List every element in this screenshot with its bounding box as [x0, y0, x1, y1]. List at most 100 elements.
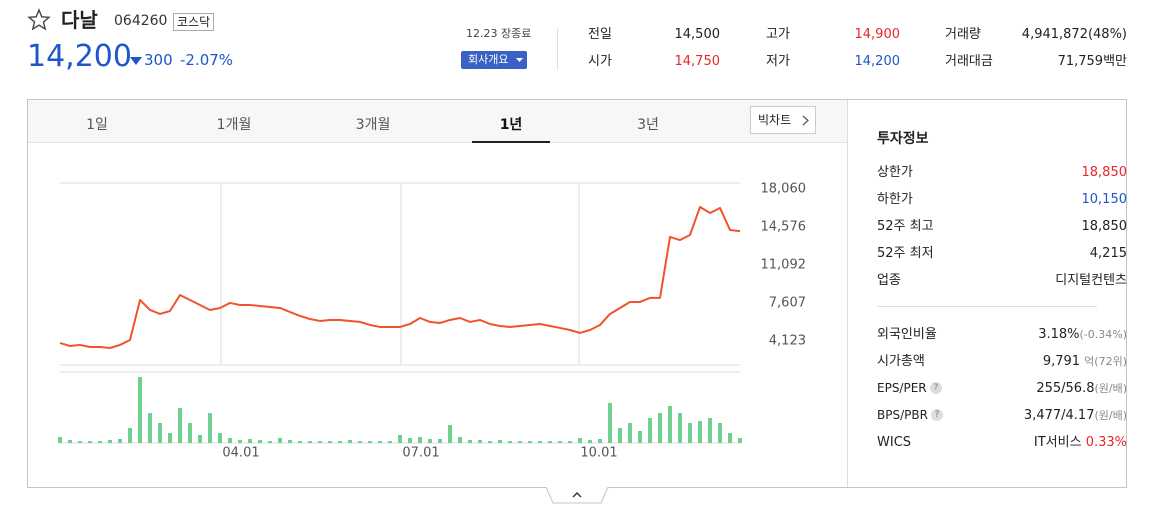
volume-bar — [388, 441, 392, 443]
invest-value: 9,791 — [1042, 354, 1081, 369]
tab[interactable]: 3년 — [637, 117, 659, 133]
volume-bar — [428, 439, 432, 443]
volume-bar — [688, 423, 692, 443]
invest-note: (원/배) — [1094, 382, 1127, 395]
quote-label: 시가 — [588, 54, 612, 69]
invest-label: BPS/PBR — [877, 408, 928, 422]
volume-bar — [228, 438, 232, 443]
collapse-button[interactable] — [545, 487, 609, 505]
quote-label: 거래량 — [945, 27, 981, 42]
volume-bar — [588, 440, 592, 443]
volume-bar — [658, 413, 662, 443]
volume-bar — [128, 428, 132, 443]
volume-bar — [358, 441, 362, 443]
y-tick-label: 11,092 — [761, 257, 807, 272]
volume-bar — [538, 441, 542, 443]
invest-label: 외국인비율 — [877, 327, 937, 342]
volume-bar — [638, 431, 642, 443]
invest-value-group: 3.18%(-0.34%) — [1038, 328, 1127, 341]
tab[interactable]: 1개월 — [216, 117, 252, 133]
invest-value-group: 3,477/4.17(원/배) — [1024, 409, 1127, 422]
price-line — [59, 205, 741, 349]
volume-bar — [68, 440, 72, 443]
invest-note: (-0.34%) — [1079, 328, 1128, 341]
tab[interactable]: 3개월 — [355, 117, 391, 133]
volume-bar — [708, 418, 712, 443]
volume-bar — [498, 440, 502, 443]
invest-label: EPS/PER — [877, 381, 927, 395]
invest-title: 투자정보 — [877, 131, 929, 147]
volume-bar — [668, 406, 672, 443]
y-tick-label: 7,607 — [769, 295, 806, 310]
volume-bar — [288, 440, 292, 443]
invest-value: 255/56.8 — [1036, 381, 1095, 396]
help-icon[interactable]: ? — [931, 409, 943, 421]
volume-bar — [118, 439, 122, 443]
favorite-star[interactable] — [27, 8, 51, 32]
volume-bar — [728, 433, 732, 443]
invest-value-group: 255/56.8(원/배) — [1036, 382, 1127, 395]
volume-bar — [208, 413, 212, 443]
volume-bar — [508, 441, 512, 443]
quote-value: 71,759백만 — [1057, 54, 1127, 69]
volume-bar — [548, 441, 552, 443]
volume-bar — [218, 433, 222, 443]
invest-note: 억(72위) — [1084, 355, 1127, 368]
big-chart-button[interactable]: 빅차트 — [750, 106, 816, 134]
invest-value: 18,850 — [1081, 165, 1128, 180]
volume-bar — [398, 435, 402, 443]
volume-bar — [678, 413, 682, 443]
quote-value: 14,900 — [854, 27, 901, 42]
volume-bar — [478, 440, 482, 443]
invest-note: 0.33% — [1085, 435, 1127, 450]
current-price: 14,200 — [27, 39, 132, 74]
volume-bar — [168, 433, 172, 443]
invest-value-group: 9,791 억(72위) — [1043, 355, 1127, 368]
invest-label: WICS — [877, 435, 912, 450]
volume-bar — [698, 421, 702, 443]
volume-bar — [348, 440, 352, 443]
volume-bar — [438, 439, 442, 443]
tab-selected[interactable]: 1년 — [499, 117, 523, 133]
y-tick-label: 14,576 — [761, 219, 807, 234]
invest-value: 3,477/4.17 — [1023, 408, 1095, 423]
invest-value: 18,850 — [1081, 219, 1128, 234]
x-tick-label: 10.01 — [580, 446, 617, 461]
volume-bar — [418, 437, 422, 443]
volume-bar — [648, 418, 652, 443]
company-button-label: 회사개요 — [468, 53, 509, 66]
volume-bar — [468, 440, 472, 443]
price-change: 300 — [144, 51, 173, 69]
invest-label: 상한가 — [877, 165, 913, 180]
tab-underline — [472, 141, 550, 143]
volume-bar — [448, 425, 452, 443]
volume-bar — [158, 423, 162, 443]
section-divider — [877, 306, 1097, 307]
invest-label: 하한가 — [877, 192, 913, 207]
volume-bar — [408, 438, 412, 443]
y-tick-label: 18,060 — [761, 181, 807, 196]
volume-bar — [108, 440, 112, 443]
tab[interactable]: 1일 — [86, 117, 108, 133]
volume-bar — [568, 441, 572, 443]
chevron-right — [802, 115, 809, 126]
quote-label: 거래대금 — [945, 54, 993, 69]
stock-name: 다날 — [61, 8, 98, 32]
invest-label: 시가총액 — [877, 354, 925, 369]
down-arrow — [130, 57, 142, 65]
volume-bar — [178, 408, 182, 443]
panel-divider — [847, 100, 848, 487]
volume-bar — [198, 435, 202, 443]
volume-bar — [98, 441, 102, 443]
volume-bar — [138, 377, 142, 443]
volume-bar — [598, 439, 602, 443]
help-icon[interactable]: ? — [930, 382, 942, 394]
x-tick-label: 04.01 — [222, 446, 259, 461]
company-button[interactable]: 회사개요 — [461, 51, 527, 69]
x-tick-label: 07.01 — [402, 446, 439, 461]
volume-bar — [268, 441, 272, 443]
volume-bar — [258, 440, 262, 443]
dropdown-caret — [516, 58, 523, 62]
